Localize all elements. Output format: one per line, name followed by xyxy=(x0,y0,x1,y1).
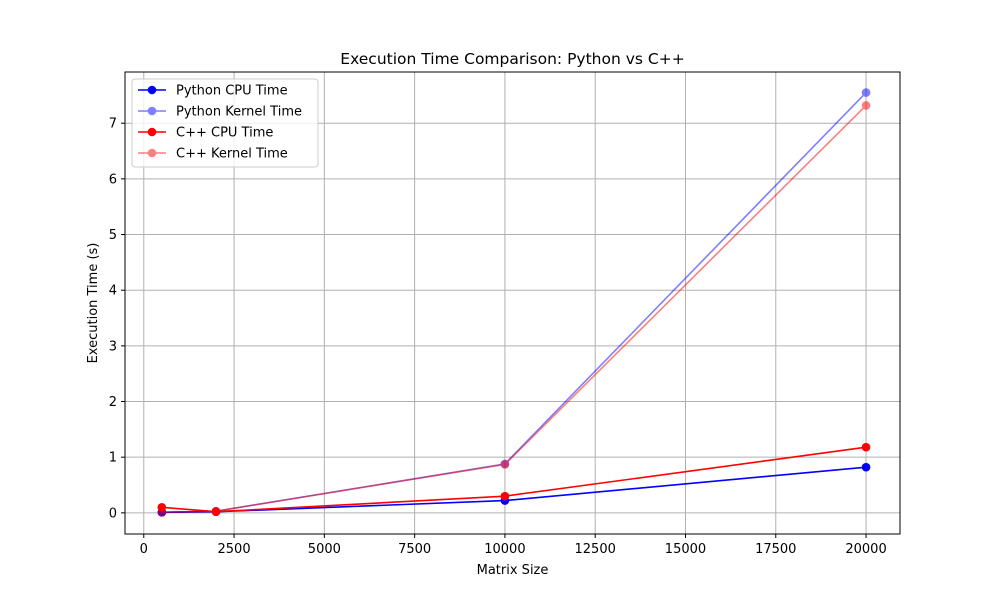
legend-box xyxy=(131,78,319,168)
legend-label: Python Kernel Time xyxy=(176,105,302,120)
x-axis-title: Matrix Size xyxy=(477,563,549,578)
x-tick-label: 15000 xyxy=(665,542,706,557)
data-point xyxy=(500,491,510,501)
x-tick-label: 5000 xyxy=(308,542,341,557)
legend-marker xyxy=(147,127,157,137)
x-tick-label: 17500 xyxy=(755,542,796,557)
series-line xyxy=(161,104,867,514)
legend-entry xyxy=(138,127,166,137)
legend-marker xyxy=(147,148,157,158)
y-tick-label: 4 xyxy=(109,284,117,299)
y-tick-label: 2 xyxy=(109,395,117,410)
legend-label: Python CPU Time xyxy=(176,84,288,99)
data-point xyxy=(157,507,167,517)
legend-entry xyxy=(138,85,166,95)
y-tick-label: 3 xyxy=(109,339,117,354)
legend: Python CPU Time Python Kernel Time C++ CPU… xyxy=(131,78,319,168)
series-line xyxy=(161,446,867,513)
x-tick-label: 2500 xyxy=(218,542,251,557)
legend-marker xyxy=(147,106,157,116)
y-tick-label: 7 xyxy=(109,117,117,132)
plot-frame xyxy=(124,71,901,535)
x-tick-label: 20000 xyxy=(845,542,886,557)
data-point xyxy=(211,506,221,516)
legend-entry xyxy=(138,106,166,116)
x-tick-label: 12500 xyxy=(575,542,616,557)
x-tick-label: 0 xyxy=(140,542,148,557)
data-point xyxy=(861,101,871,110)
y-tick-label: 6 xyxy=(109,172,117,187)
data-point xyxy=(861,88,871,97)
series-layer xyxy=(157,88,871,517)
y-tick-label: 1 xyxy=(109,451,117,466)
y-axis-title: Execution Time (s) xyxy=(86,243,101,364)
axis-ticks: 0 2500 5000 7500 10000 12500 15000 17500 20000 0 1… xyxy=(109,117,887,557)
x-tick-label: 7500 xyxy=(398,542,431,557)
chart-title: Execution Time Comparison: Python vs C++ xyxy=(340,50,684,68)
data-point xyxy=(500,460,510,469)
legend-label: C++ Kernel Time xyxy=(176,147,288,162)
y-tick-label: 0 xyxy=(109,506,117,521)
legend-marker xyxy=(147,85,157,95)
data-point xyxy=(861,442,871,452)
legend-label: C++ CPU Time xyxy=(176,126,273,141)
y-tick-label: 5 xyxy=(109,228,117,243)
x-tick-label: 10000 xyxy=(484,542,525,557)
data-point xyxy=(861,462,871,472)
legend-entry xyxy=(138,148,166,158)
series-cpp-kernel-time xyxy=(157,101,871,517)
